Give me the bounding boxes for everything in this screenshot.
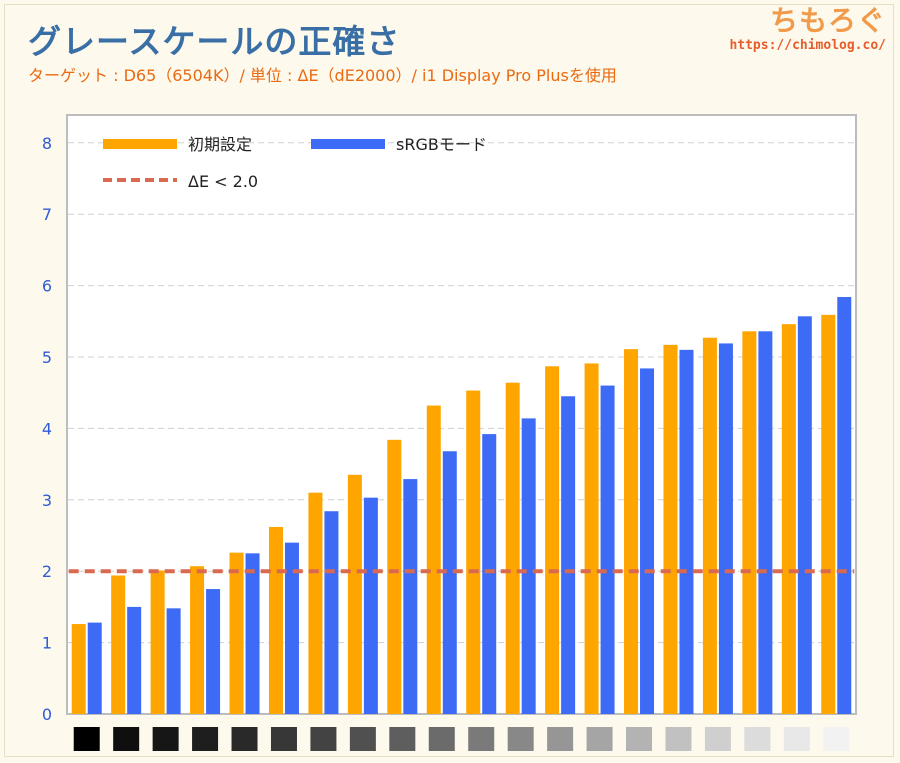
legend-label-default: 初期設定 [188, 135, 252, 154]
gray-swatch-4 [192, 727, 219, 751]
bar-default-16 [663, 344, 678, 714]
logo-url: https://chimolog.co/ [729, 38, 886, 53]
bar-default-9 [387, 439, 402, 714]
bar-default-5 [229, 552, 244, 714]
legend-label-srgb: sRGBモード [396, 135, 487, 154]
gray-swatch-20 [823, 727, 850, 751]
image-frame [4, 4, 894, 757]
y-tick-label: 2 [42, 562, 52, 581]
gray-swatch-14 [586, 727, 613, 751]
bar-default-18 [742, 331, 757, 714]
bar-srgb-1 [87, 622, 102, 714]
bar-srgb-5 [245, 553, 260, 714]
bar-default-14 [584, 363, 599, 714]
bar-srgb-19 [797, 316, 812, 714]
bar-default-3 [150, 570, 165, 714]
site-logo: ちもろぐ https://chimolog.co/ [729, 4, 886, 54]
gray-swatch-7 [310, 727, 337, 751]
bar-default-13 [545, 366, 560, 714]
bar-default-10 [426, 405, 441, 714]
y-tick-label: 3 [42, 491, 52, 510]
bar-default-12 [505, 382, 520, 714]
bar-default-11 [466, 390, 481, 714]
bar-srgb-2 [127, 606, 142, 714]
gray-swatch-12 [507, 727, 534, 751]
bar-default-7 [308, 492, 323, 714]
y-tick-label: 5 [42, 348, 52, 367]
bar-default-17 [702, 337, 717, 714]
bar-srgb-7 [324, 511, 339, 714]
bar-default-4 [190, 566, 205, 714]
gray-swatch-5 [231, 727, 258, 751]
legend-label-threshold: ΔE < 2.0 [188, 172, 258, 191]
y-tick-label: 8 [42, 134, 52, 153]
bar-srgb-20 [837, 297, 852, 714]
y-tick-label: 1 [42, 634, 52, 653]
bar-srgb-14 [600, 385, 615, 714]
bar-default-6 [268, 526, 283, 714]
logo-name: ちもろぐ [769, 4, 886, 37]
plot-area [66, 114, 857, 715]
gray-swatch-16 [665, 727, 692, 751]
bar-srgb-4 [206, 589, 221, 714]
gray-swatch-2 [113, 727, 140, 751]
bar-srgb-16 [679, 349, 694, 714]
bar-srgb-11 [482, 434, 497, 714]
bar-default-20 [821, 314, 836, 714]
gray-swatch-18 [744, 727, 771, 751]
gray-swatch-9 [389, 727, 416, 751]
gray-swatch-19 [783, 727, 810, 751]
bar-srgb-18 [758, 331, 773, 714]
bar-default-2 [111, 575, 126, 714]
bar-default-15 [624, 349, 639, 714]
bar-srgb-12 [521, 418, 536, 714]
bar-srgb-9 [403, 479, 418, 714]
bar-srgb-10 [442, 451, 457, 714]
gray-swatch-13 [547, 727, 574, 751]
bar-srgb-15 [640, 368, 655, 714]
chart-subtitle: ターゲット : D65（6504K）/ 単位 : ΔE（dE2000）/ i1 … [28, 66, 617, 85]
legend-swatch-default [103, 139, 177, 149]
bar-default-19 [781, 324, 796, 714]
y-tick-label: 7 [42, 205, 52, 224]
gray-swatch-1 [73, 727, 100, 751]
bar-default-8 [347, 474, 362, 714]
legend-swatch-srgb [311, 139, 385, 149]
gray-swatch-10 [428, 727, 455, 751]
gray-swatch-11 [468, 727, 495, 751]
y-tick-label: 0 [42, 705, 52, 724]
bar-srgb-3 [166, 608, 181, 714]
y-tick-label: 4 [42, 419, 52, 438]
bar-default-1 [71, 624, 86, 714]
bar-srgb-6 [284, 542, 299, 714]
bar-srgb-17 [718, 343, 733, 714]
y-tick-label: 6 [42, 277, 52, 296]
bar-srgb-8 [363, 497, 378, 714]
gray-swatch-15 [626, 727, 653, 751]
gray-swatch-6 [270, 727, 297, 751]
gray-swatch-17 [704, 727, 731, 751]
chart-title: グレースケールの正確さ [28, 22, 401, 61]
gray-swatch-3 [152, 727, 179, 751]
gray-swatch-8 [349, 727, 376, 751]
bar-srgb-13 [561, 396, 576, 714]
